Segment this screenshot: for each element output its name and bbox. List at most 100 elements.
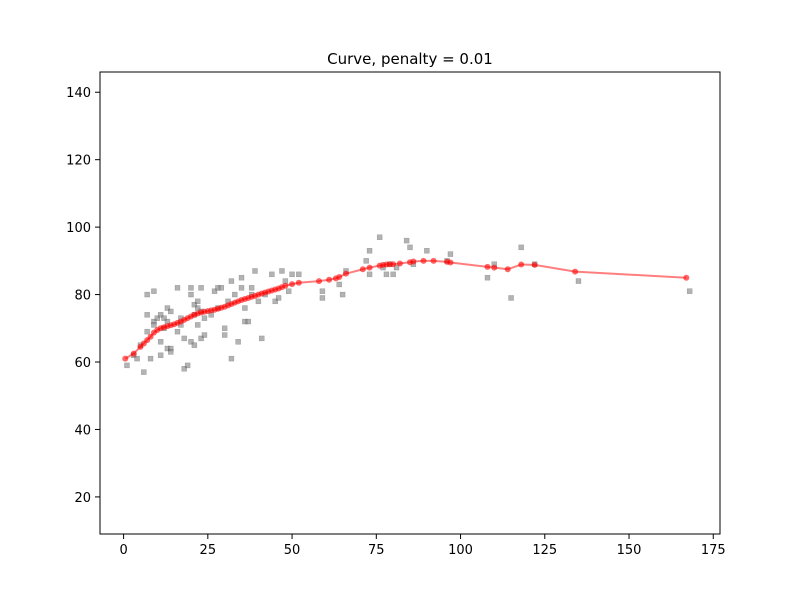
scatter-point (336, 281, 342, 288)
fitted-curve-series (122, 257, 690, 362)
scatter-point (194, 298, 201, 305)
scatter-point (255, 298, 262, 305)
curve-point (518, 261, 525, 268)
scatter-point (296, 271, 302, 278)
scatter-point (245, 318, 252, 325)
scatter-point (144, 312, 150, 318)
y-tick-label: 60 (74, 356, 91, 371)
x-tick-label: 100 (448, 543, 473, 558)
scatter-point (366, 271, 373, 278)
scatter-point (363, 258, 369, 264)
scatter-point (238, 274, 245, 281)
scatter-point (484, 274, 491, 281)
scatter-point (518, 244, 524, 251)
scatter-point (168, 308, 174, 315)
scatter-point (279, 268, 285, 274)
curve-point (295, 279, 302, 286)
scatter-point (575, 278, 582, 284)
scatter-point (221, 325, 228, 332)
scatter-point (151, 322, 157, 328)
curve-point (420, 257, 427, 264)
scatter-point (366, 247, 373, 254)
scatter-point (201, 332, 208, 338)
x-tick-label: 50 (284, 543, 301, 558)
scatter-point (339, 291, 346, 298)
chart-title: Curve, penalty = 0.01 (327, 50, 493, 68)
y-tick-label: 40 (74, 423, 91, 438)
curve-point (326, 276, 333, 283)
curve-point (336, 274, 343, 281)
curve-point (390, 261, 397, 268)
scatter-point (269, 271, 275, 278)
scatter-point (154, 315, 161, 321)
scatter-point (319, 288, 326, 294)
curve-point (289, 281, 296, 288)
curve-point (316, 278, 323, 285)
scatter-point (393, 264, 400, 271)
curve-point (410, 258, 417, 265)
scatter-point (390, 271, 396, 278)
curve-point (531, 261, 538, 268)
scatter-point (188, 291, 194, 298)
curve-point (342, 270, 349, 277)
scatter-point (157, 352, 164, 359)
scatter-point (383, 271, 390, 278)
y-tick-label: 80 (74, 289, 91, 304)
scatter-point (181, 335, 187, 342)
scatter-point (174, 285, 181, 291)
scatter-point (168, 349, 174, 355)
curve-point (122, 355, 129, 362)
scatter-point (184, 362, 191, 369)
scatter-point (124, 362, 130, 369)
x-tick-label: 150 (617, 543, 642, 558)
scatter-point (198, 285, 204, 291)
scatter-point (164, 305, 171, 311)
x-tick-label: 0 (119, 543, 127, 558)
scatter-point (198, 335, 204, 342)
x-tick-label: 75 (368, 543, 385, 558)
scatter-point (228, 355, 235, 362)
scatter-point (134, 355, 140, 362)
scatter-point (194, 322, 201, 328)
scatter-point (252, 268, 258, 274)
curve-point (491, 264, 498, 271)
scatter-point (221, 332, 228, 338)
scatter-point (157, 339, 164, 345)
scatter-point (686, 288, 693, 294)
curve-point (282, 282, 289, 289)
plot-area-frame (99, 71, 721, 535)
scatter-point (147, 355, 154, 362)
curve-point (504, 266, 511, 273)
curve-point (396, 260, 403, 267)
scatter-point (403, 237, 410, 244)
scatter-point (447, 251, 454, 257)
curve-point (572, 268, 579, 275)
scatter-point (248, 285, 255, 291)
curve-point (130, 350, 137, 357)
scatter-point (232, 291, 238, 298)
scatter-point (174, 328, 181, 335)
scatter-point (407, 244, 413, 251)
scatter-series (124, 234, 693, 375)
scatter-point (258, 335, 265, 342)
x-axis: 0 25 50 75 100 125 150 175 (119, 534, 726, 558)
curve-point (147, 333, 154, 340)
scatter-point (211, 288, 218, 294)
scatter-point (508, 295, 514, 301)
scatter-point (272, 298, 278, 305)
scatter-point (319, 295, 326, 301)
scatter-point (424, 247, 430, 254)
scatter-point (151, 288, 157, 294)
scatter-point (201, 315, 208, 321)
y-tick-label: 120 (66, 154, 91, 169)
scatter-point (144, 328, 150, 335)
scatter-point (218, 285, 225, 291)
x-tick-label: 175 (701, 543, 726, 558)
curve-point (484, 263, 491, 270)
scatter-point (238, 285, 245, 291)
curve-point (447, 259, 454, 266)
scatter-point (157, 312, 164, 318)
curve-point (366, 264, 373, 271)
scatter-point (191, 301, 198, 308)
